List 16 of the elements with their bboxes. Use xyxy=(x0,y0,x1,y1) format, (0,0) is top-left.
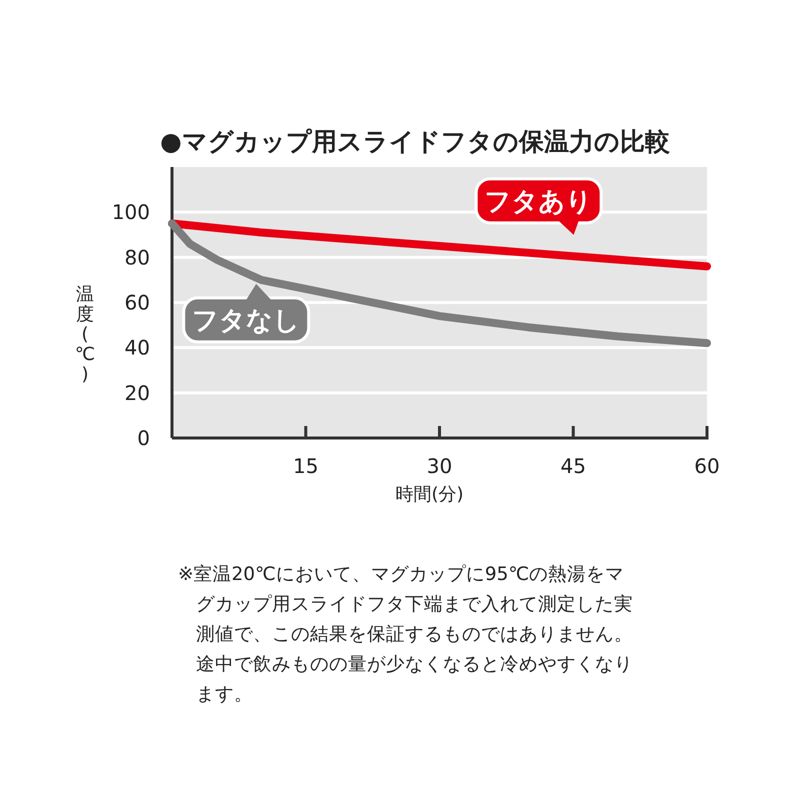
legend-label: フタなし xyxy=(192,306,300,336)
y-tick-label: 80 xyxy=(124,245,150,270)
y-tick-label: 20 xyxy=(124,380,150,405)
x-tick-label: 60 xyxy=(694,454,720,478)
y-axis-title: 温度(℃) xyxy=(74,284,96,385)
text: ※室温20℃において、マグカップに95℃の熱湯をマグカップ用スライドフタ下端まで入れて測定した実測値で、この結果を保証するものではありません。途中で飲みものの量が少なくなると冷めやすくなります。 xyxy=(178,563,633,705)
y-tick-label: 100 xyxy=(112,200,150,224)
x-axis-title: 時間(分) xyxy=(395,484,464,505)
y-tick-label: 40 xyxy=(124,336,150,360)
series-label: フタあり xyxy=(484,186,593,217)
x-tick-label: 15 xyxy=(293,454,318,478)
x-tick-label: 30 xyxy=(426,454,452,478)
y-tick-label: 0 xyxy=(137,426,150,450)
x-tick-label: 45 xyxy=(560,454,586,478)
chart-title: ●マグカップ用スライドフタの保温力の比較 xyxy=(160,127,671,156)
y-tick-label: 60 xyxy=(124,290,150,314)
